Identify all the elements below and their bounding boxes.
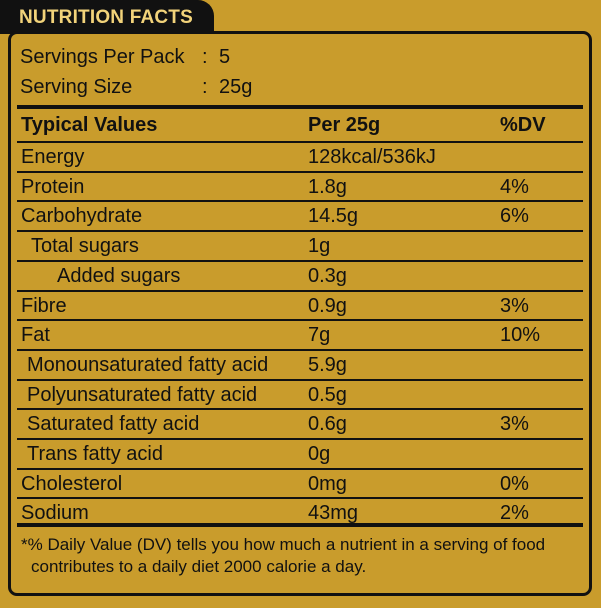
nutrient-name: Saturated fatty acid [27, 413, 200, 436]
table-row: Fat 7g 10% [17, 320, 583, 350]
nutrient-daily-value: 3% [500, 294, 529, 317]
nutrient-name: Trans fatty acid [27, 443, 163, 465]
row-divider [17, 378, 583, 381]
daily-value-footnote: *% Daily Value (DV) tells you how much a… [21, 534, 581, 578]
nutrient-daily-value: 10% [500, 324, 541, 347]
nutrient-daily-value: 6% [500, 205, 529, 228]
nutrient-amount: 0.9g [308, 294, 347, 317]
row-divider [17, 141, 583, 143]
nutrient-name: Carbohydrate [21, 205, 143, 228]
nutrient-name: Energy [21, 146, 85, 168]
nutrient-amount: 0.6g [308, 413, 347, 436]
row-divider [17, 230, 583, 233]
nutrient-amount: 1.8g [308, 175, 347, 198]
nutrient-name: Monounsaturated fatty acid [27, 353, 269, 376]
table-row: Carbohydrate 14.5g 6% [17, 201, 583, 231]
row-divider [17, 497, 583, 500]
row-divider [17, 259, 583, 262]
nutrient-daily-value: 4% [500, 175, 529, 198]
row-divider [17, 289, 583, 292]
top-divider [17, 105, 583, 109]
servings-per-pack-value: 5 [219, 46, 231, 68]
nutrient-amount: 0.5g [308, 383, 347, 406]
table-row: Energy 128kcal/536kJ [17, 142, 583, 172]
footnote-line-1: *% Daily Value (DV) tells you how much a… [21, 535, 546, 554]
table-header-row: Typical Values Per 25g %DV [17, 110, 583, 140]
nutrient-name: Added sugars [57, 264, 181, 287]
panel-title: NUTRITION FACTS [19, 7, 193, 28]
serving-size-value: 25g [219, 76, 253, 98]
nutrient-daily-value: 2% [500, 502, 529, 525]
table-row: Cholesterol 0mg 0% [17, 469, 583, 499]
header-daily-value: %DV [500, 114, 546, 136]
nutrient-amount: 128kcal/536kJ [308, 146, 436, 168]
header-typical-values: Typical Values [21, 114, 158, 136]
row-divider [17, 319, 583, 322]
table-row: Added sugars 0.3g [17, 261, 583, 291]
row-divider [17, 408, 583, 411]
row-divider [17, 200, 583, 203]
nutrient-amount: 5.9g [308, 353, 347, 376]
nutrient-name: Polyunsaturated fatty acid [27, 383, 258, 406]
nutrient-name: Cholesterol [21, 472, 123, 495]
table-row: Total sugars 1g [17, 231, 583, 261]
nutrient-name: Fat [21, 324, 50, 347]
table-row: Saturated fatty acid 0.6g 3% [17, 409, 583, 439]
servings-per-pack-label: Servings Per Pack [20, 46, 185, 68]
serving-size-label: Serving Size [20, 76, 133, 98]
title-tab: NUTRITION FACTS [0, 0, 214, 34]
table-row: Monounsaturated fatty acid 5.9g [17, 350, 583, 380]
nutrient-name: Sodium [21, 502, 89, 525]
nutrient-amount: 43mg [308, 502, 359, 525]
table-row: Polyunsaturated fatty acid 0.5g [17, 380, 583, 410]
table-row: Protein 1.8g 4% [17, 172, 583, 202]
nutrient-amount: 0mg [308, 472, 347, 495]
nutrient-daily-value: 3% [500, 413, 529, 436]
table-row: Sodium 43mg 2% [17, 498, 583, 528]
row-divider [17, 467, 583, 470]
nutrient-name: Fibre [21, 294, 67, 317]
nutrient-amount: 7g [308, 324, 331, 347]
footnote-line-2: contributes to a daily diet 2000 calorie… [31, 557, 367, 576]
nutrition-panel: Servings Per Pack : 5 Serving Size : 25g… [8, 31, 592, 596]
servings-per-pack-colon: : [202, 46, 208, 68]
table-row: Trans fatty acid 0g [17, 439, 583, 469]
nutrient-name: Total sugars [31, 235, 139, 258]
table-row: Fibre 0.9g 3% [17, 291, 583, 321]
header-per-serving: Per 25g [308, 114, 381, 136]
bottom-divider [17, 523, 583, 527]
nutrient-amount: 0.3g [308, 264, 347, 287]
nutrient-amount: 0g [308, 443, 331, 465]
serving-size-row: Serving Size : 25g [20, 72, 252, 102]
nutrient-amount: 14.5g [308, 205, 359, 228]
servings-per-pack-row: Servings Per Pack : 5 [20, 42, 230, 72]
row-divider [17, 438, 583, 440]
nutrient-amount: 1g [308, 235, 331, 258]
row-divider [17, 170, 583, 173]
serving-size-colon: : [202, 76, 208, 98]
nutrient-daily-value: 0% [500, 472, 529, 495]
row-divider [17, 348, 583, 351]
nutrient-name: Protein [21, 175, 85, 198]
